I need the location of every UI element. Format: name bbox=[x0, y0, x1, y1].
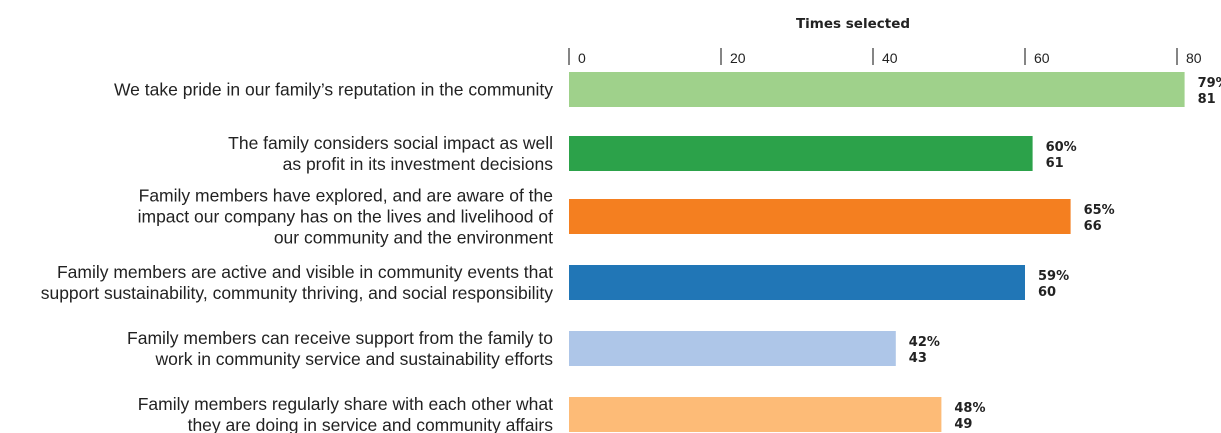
data-label-count-0: 81 bbox=[1198, 92, 1216, 107]
x-tick-label-2: 40 bbox=[882, 50, 898, 66]
x-tick-label-3: 60 bbox=[1034, 50, 1050, 66]
data-label-percent-5: 48% bbox=[954, 401, 985, 416]
data-label-count-5: 49 bbox=[954, 417, 972, 432]
data-labels: 79%81 60%61 65%66 59%60 42%43 48%49 bbox=[909, 76, 1221, 432]
bars bbox=[569, 72, 1185, 432]
category-label-5: Family members regularly share with each… bbox=[138, 394, 554, 433]
bar-3 bbox=[569, 265, 1025, 300]
data-label-percent-4: 42% bbox=[909, 335, 940, 350]
bar-0 bbox=[569, 72, 1185, 107]
category-label-2: Family members have explored, and are aw… bbox=[138, 186, 554, 248]
bar-4 bbox=[569, 331, 896, 366]
category-label-1: The family considers social impact as we… bbox=[228, 133, 553, 174]
bar-5 bbox=[569, 397, 942, 432]
category-label-0: We take pride in our family’s reputation… bbox=[114, 80, 553, 100]
x-tick-label-1: 20 bbox=[730, 50, 746, 66]
category-label-3: Family members are active and visible in… bbox=[41, 262, 554, 303]
data-label-count-3: 60 bbox=[1038, 285, 1056, 300]
data-label-percent-0: 79% bbox=[1198, 76, 1221, 91]
x-axis-ticks: 0 20 40 60 80 bbox=[568, 48, 1202, 66]
x-axis-title: Times selected bbox=[796, 16, 910, 32]
category-labels: We take pride in our family’s reputation… bbox=[41, 80, 554, 433]
data-label-count-1: 61 bbox=[1046, 156, 1064, 171]
data-label-percent-3: 59% bbox=[1038, 269, 1069, 284]
x-tick-label-0: 0 bbox=[578, 50, 586, 66]
bar-1 bbox=[569, 136, 1033, 171]
data-label-percent-2: 65% bbox=[1084, 203, 1115, 218]
data-label-count-2: 66 bbox=[1084, 219, 1102, 234]
data-label-percent-1: 60% bbox=[1046, 140, 1077, 155]
bar-2 bbox=[569, 199, 1071, 234]
category-label-4: Family members can receive support from … bbox=[127, 328, 553, 369]
data-label-count-4: 43 bbox=[909, 351, 927, 366]
x-tick-label-4: 80 bbox=[1186, 50, 1202, 66]
